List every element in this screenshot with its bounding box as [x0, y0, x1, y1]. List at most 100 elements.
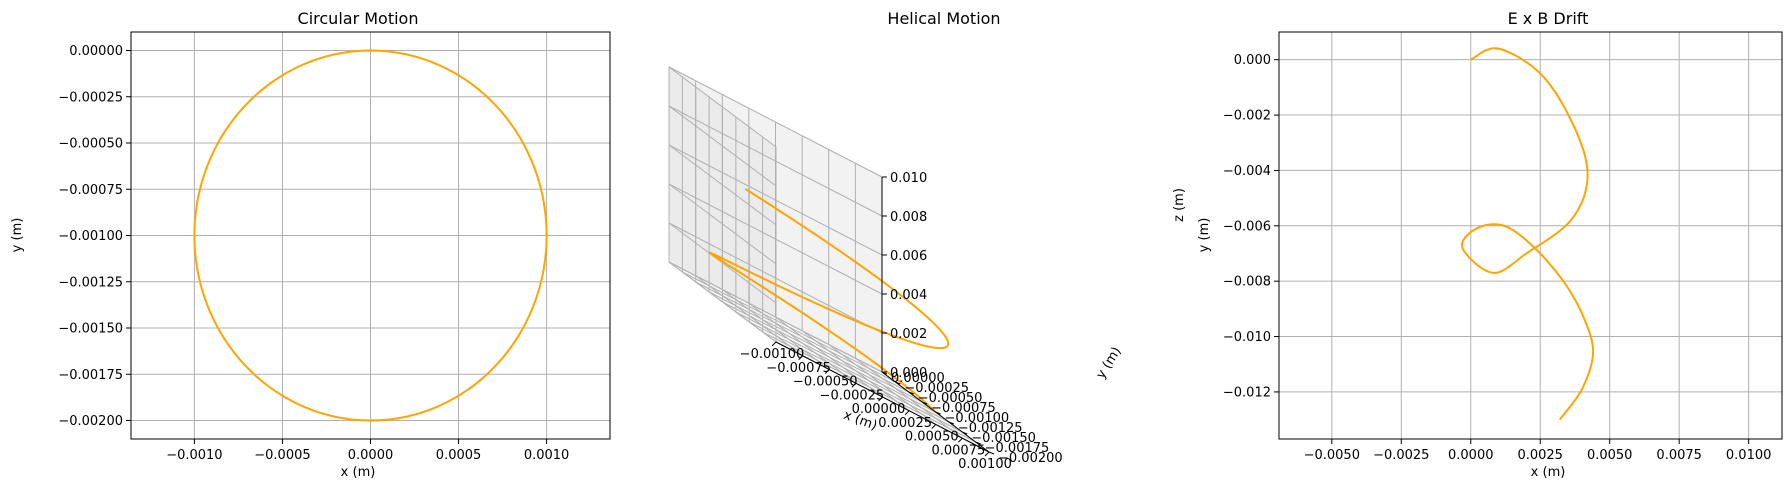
y-tick-label: −0.00025	[904, 381, 969, 396]
y-tick-label: −0.004	[1223, 164, 1271, 179]
y-tick-label: −0.00075	[58, 183, 123, 198]
z-tick-label: 0.010	[890, 171, 927, 186]
x-tick-label: 0.0010	[524, 448, 570, 463]
x-tick-label: 0.00050	[905, 430, 959, 445]
z-gridline	[668, 105, 777, 187]
x-tick-label: 0.00075	[931, 443, 985, 458]
chart-title: Circular Motion	[298, 9, 419, 28]
x-tick-label: 0.00100	[958, 457, 1012, 472]
y-tick-label: −0.010	[1223, 330, 1271, 345]
y-tick-label: −0.00025	[58, 90, 123, 105]
z-axis-label: z (m)	[1172, 188, 1187, 222]
y-tick-label: −0.00125	[958, 421, 1023, 436]
grid	[1279, 32, 1782, 439]
z-gridline	[668, 183, 883, 295]
z-tick-label: 0.006	[890, 249, 927, 264]
y-tick-label: −0.00200	[58, 414, 123, 429]
axis-ticks: −0.0010 −0.0005 0.0000 0.0005 0.0010 0.00000 −…	[58, 44, 569, 463]
z-gridline	[668, 222, 777, 304]
x-tick-mark	[771, 341, 777, 347]
z-gridline	[668, 66, 883, 178]
z-gridline	[668, 105, 883, 217]
chart-title: E x B Drift	[1508, 9, 1589, 28]
plot-frame	[1278, 31, 1783, 440]
helical-motion-chart: Helical Motion −0.00100−0.00075−0.00050−…	[668, 9, 1187, 472]
y-gridline	[682, 271, 896, 383]
y-tick-label: 0.00000	[69, 44, 123, 59]
y-tick-label: −0.00125	[58, 275, 123, 290]
grid	[668, 66, 990, 453]
y-tick-mark	[948, 421, 955, 425]
y-tick-mark	[908, 391, 914, 395]
y-gridline	[749, 321, 963, 433]
x-tick-mark	[904, 410, 910, 416]
y-tick-mark	[975, 441, 981, 445]
z-tick-label: 0.008	[890, 210, 927, 225]
z-tick-label: 0.004	[890, 288, 927, 303]
y-tick-label: −0.00075	[931, 401, 996, 416]
helix-line	[708, 188, 950, 413]
x-tick-label: 0.0100	[1726, 448, 1772, 463]
z-gridline	[668, 261, 777, 343]
y-tick-mark	[988, 451, 995, 455]
x-axis-label: x (m)	[341, 465, 376, 480]
y-tick-label: −0.00175	[58, 368, 123, 383]
y-gridline	[722, 301, 936, 413]
x-tick-label: 0.00000	[852, 402, 906, 417]
x-tick-mark	[824, 369, 830, 374]
x-tick-label: −0.0010	[166, 448, 222, 463]
y-gridline	[708, 291, 923, 403]
x-tick-mark	[878, 396, 883, 402]
x-tick-label: 0.00025	[878, 416, 932, 431]
x-tick-label: 0.0000	[1448, 448, 1494, 463]
y-tick-label: −0.00200	[998, 451, 1063, 466]
x-axis-label: x (m)	[1531, 465, 1566, 480]
z-gridline	[668, 144, 777, 226]
y-tick-mark	[962, 431, 968, 435]
x-tick-label: −0.00050	[793, 375, 858, 390]
y-tick-mark	[895, 381, 901, 385]
y-gridline	[735, 311, 950, 423]
drift-line	[1461, 47, 1594, 421]
x-tick-mark	[984, 451, 990, 457]
y-tick-label: −0.00050	[58, 137, 123, 152]
z-tick-label: 0.000	[890, 366, 927, 381]
y-gridline	[695, 281, 909, 393]
y-tick-mark	[935, 411, 941, 415]
orbit-line	[193, 49, 548, 422]
x-tick-mark	[798, 355, 803, 361]
y-gridline	[762, 331, 976, 443]
x-tick-label: 0.0000	[348, 448, 394, 463]
y-tick-mark	[921, 401, 928, 405]
x-tick-label: −0.00025	[820, 388, 885, 403]
x-tick-label: −0.00100	[740, 347, 805, 362]
y-tick-label: 0.000	[1234, 53, 1271, 68]
axis-ticks: −0.0050 −0.0025 0.0000 0.0025 0.0050 0.0075 0.…	[1223, 53, 1772, 463]
z-gridline	[668, 261, 883, 373]
x-tick-label: 0.0050	[1587, 448, 1633, 463]
x-tick-label: −0.00075	[766, 361, 831, 376]
x-tick-label: 0.0005	[436, 448, 482, 463]
y-tick-label: −0.002	[1223, 109, 1271, 124]
x-tick-label: 0.0075	[1656, 448, 1702, 463]
chart-title: Helical Motion	[887, 9, 1000, 28]
x-tick-label: −0.0050	[1304, 448, 1360, 463]
y-tick-label: −0.00100	[58, 229, 123, 244]
x-tick-label: −0.0005	[254, 448, 310, 463]
z-gridline	[668, 222, 883, 334]
z-gridline	[668, 144, 883, 256]
circular-motion-chart: Circular Motion −0.0010 −0.0005 0.0000 0.00…	[10, 9, 611, 480]
z-tick-label: 0.002	[890, 327, 927, 342]
y-tick-label: −0.00100	[945, 411, 1010, 426]
y-tick-label: −0.008	[1223, 275, 1271, 290]
x-tick-mark	[931, 424, 937, 429]
y-axis-label: y (m)	[1197, 218, 1212, 253]
y-axis-label: y (m)	[1093, 344, 1124, 381]
y-tick-label: −0.00150	[971, 431, 1036, 446]
y-axis-label: y (m)	[10, 218, 25, 253]
y-tick-label: 0.00000	[891, 371, 945, 386]
y-tick-label: −0.00175	[985, 441, 1050, 456]
y-tick-label: −0.012	[1223, 385, 1271, 400]
z-gridline	[668, 183, 777, 265]
